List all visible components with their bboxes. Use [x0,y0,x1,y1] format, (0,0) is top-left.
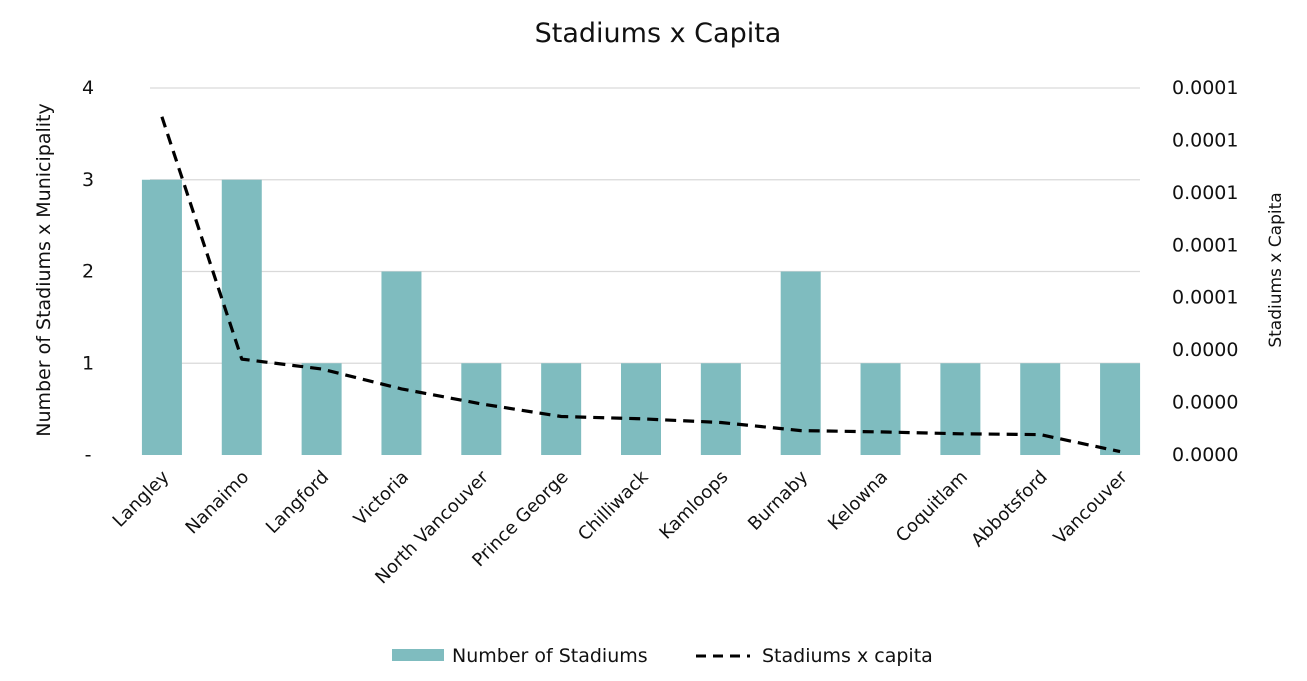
bar [1100,363,1141,455]
bar [940,363,981,455]
category-label: Kelowna [824,467,892,535]
right-tick-label: 0.0000 [1172,444,1238,466]
right-axis-title: Stadiums x Capita [1266,192,1286,347]
category-label: Nanaimo [182,467,254,539]
right-tick-label: 0.0001 [1172,129,1238,151]
right-tick-label: 0.0000 [1172,339,1238,361]
left-axis-ticks: - 1 2 3 4 [82,77,94,466]
line-series [160,116,1121,454]
left-axis-title: Number of Stadiums x Municipality [33,103,55,436]
legend: Number of Stadiums Stadiums x capita [392,645,933,667]
bar-series [141,179,1141,455]
bar [700,363,741,455]
bar [860,363,901,455]
left-tick-label: 3 [82,169,94,191]
right-axis-ticks: 0.0000 0.0000 0.0000 0.0001 0.0001 0.0001 0.00… [1172,77,1238,466]
left-tick-label: 4 [82,77,94,99]
legend-label-bars: Number of Stadiums [452,645,648,667]
chart-title: Stadiums x Capita [535,18,782,49]
bar [301,363,342,455]
bar [780,271,821,455]
category-label: Coquitlam [892,467,972,547]
category-label: Burnaby [744,466,812,534]
category-label: Langford [262,467,333,538]
category-label: Vancouver [1050,466,1132,548]
bar [1020,363,1061,455]
right-tick-label: 0.0000 [1172,392,1238,414]
gridlines [150,87,1140,364]
right-tick-label: 0.0001 [1172,234,1238,256]
right-tick-label: 0.0001 [1172,287,1238,309]
legend-swatch-bars [392,649,444,661]
category-label: Abbotsford [967,467,1051,551]
line-series-path [160,116,1121,454]
left-tick-label: 2 [82,261,94,283]
bar [541,363,582,455]
category-label: Victoria [350,467,413,530]
left-tick-label: - [85,444,92,466]
legend-label-line: Stadiums x capita [762,645,933,667]
category-label: Chilliwack [574,466,653,545]
bar [381,271,422,455]
bar [621,363,661,455]
bar [221,179,262,455]
bar [461,363,502,455]
right-tick-label: 0.0001 [1172,182,1238,204]
category-label: Kamloops [655,467,732,544]
left-tick-label: 1 [82,352,94,374]
right-tick-label: 0.0001 [1172,77,1238,99]
category-label: Langley [109,466,174,531]
bar [141,179,182,455]
